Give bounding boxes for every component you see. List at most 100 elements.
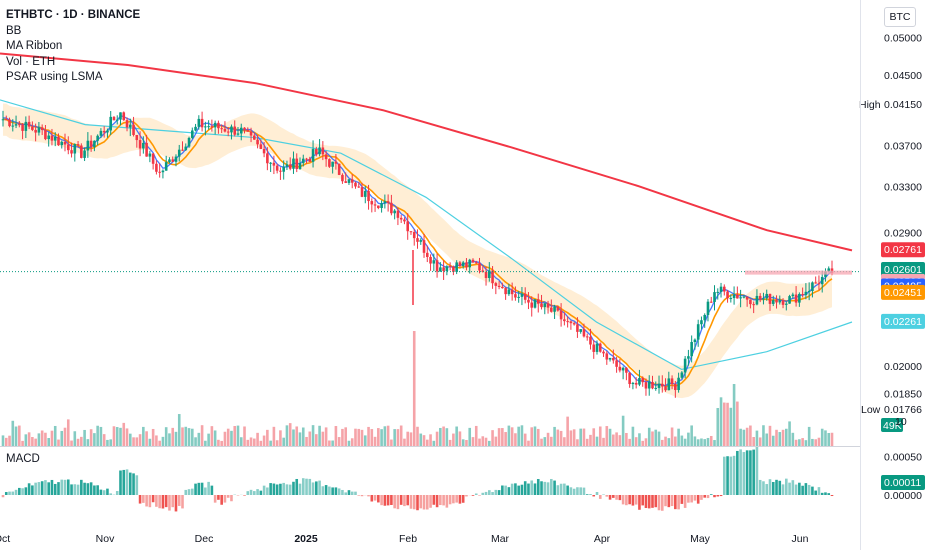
macd-bar xyxy=(586,494,589,495)
volume-bar xyxy=(521,425,524,446)
volume-bar xyxy=(207,434,210,446)
macd-bar xyxy=(749,450,752,495)
volume-bar xyxy=(455,427,458,446)
volume-bar xyxy=(194,437,197,446)
volume-bar xyxy=(122,423,125,446)
candle-body xyxy=(530,303,533,308)
candle-body xyxy=(132,125,135,135)
candle-body xyxy=(103,131,106,133)
indicator-ma-ribbon[interactable]: MA Ribbon xyxy=(6,39,140,55)
candle-body xyxy=(739,297,742,298)
candle-body xyxy=(100,131,103,136)
price-label-ma-100-text: 0.02261 xyxy=(884,316,922,328)
macd-bar xyxy=(322,486,325,495)
candle-body xyxy=(638,378,641,385)
candle-body xyxy=(406,221,409,231)
candle-body xyxy=(619,367,622,371)
volume-bar xyxy=(537,429,540,446)
volume-bar xyxy=(700,438,703,446)
volume-bar xyxy=(119,428,122,446)
symbol-title[interactable]: ETHBTC · 1D · BINANCE xyxy=(6,8,140,24)
macd-bar xyxy=(276,484,279,495)
macd-title[interactable]: MACD xyxy=(6,453,40,465)
macd-value-text: 0.00011 xyxy=(884,477,921,489)
candle-body xyxy=(716,292,719,293)
candle-body xyxy=(792,295,795,297)
macd-bar xyxy=(403,495,406,506)
candle-body xyxy=(361,187,364,197)
macd-bar xyxy=(707,495,710,498)
candle-body xyxy=(77,144,80,145)
macd-bar xyxy=(305,479,308,495)
macd-bar xyxy=(756,446,759,495)
volume-bar xyxy=(491,430,494,446)
candle-body xyxy=(413,232,416,238)
candle-body xyxy=(217,123,220,128)
candle-body xyxy=(305,159,308,160)
candle-body xyxy=(818,283,821,284)
candle-body xyxy=(641,378,644,382)
volume-bar xyxy=(723,403,726,446)
candle-body xyxy=(622,368,625,371)
volume-bar xyxy=(720,397,723,446)
volume-bar xyxy=(628,439,631,446)
candle-body xyxy=(661,384,664,387)
macd-bar xyxy=(83,483,86,495)
macd-bar xyxy=(122,470,125,495)
macd-bar xyxy=(250,490,253,495)
volume-bar xyxy=(589,435,592,446)
volume-bar xyxy=(145,431,148,446)
candle-body xyxy=(472,260,475,263)
volume-bar xyxy=(459,431,462,446)
volume-bar xyxy=(168,433,171,446)
macd-bar xyxy=(60,480,63,495)
macd-bar xyxy=(697,495,700,504)
volume-bar xyxy=(697,439,700,446)
volume-bar xyxy=(237,426,240,446)
indicator-psar[interactable]: PSAR using LSMA xyxy=(6,70,140,86)
currency-badge[interactable]: BTC xyxy=(884,7,916,27)
macd-bar xyxy=(775,480,778,495)
macd-bar xyxy=(227,495,230,498)
volume-bar xyxy=(746,428,749,446)
candle-body xyxy=(749,300,752,305)
macd-bar xyxy=(44,480,47,495)
volume-bar xyxy=(149,439,152,446)
volume-bar xyxy=(96,426,99,446)
candle-body xyxy=(266,153,269,163)
candle-body xyxy=(377,206,380,208)
candle-body xyxy=(707,302,710,315)
candle-body xyxy=(393,211,396,214)
candle-body xyxy=(28,122,31,127)
macd-bar xyxy=(762,481,765,495)
candle-body xyxy=(230,127,233,133)
candle-body xyxy=(615,360,618,366)
candle-body xyxy=(596,344,599,352)
volume-bar xyxy=(54,426,57,446)
indicator-bb[interactable]: BB xyxy=(6,24,140,40)
candle-body xyxy=(648,382,651,389)
candle-body xyxy=(168,159,171,162)
candle-body xyxy=(227,132,230,133)
candle-body xyxy=(759,296,762,300)
macd-bar xyxy=(214,495,217,503)
macd-bar xyxy=(589,494,592,495)
volume-bar xyxy=(752,437,755,446)
macd-bar xyxy=(331,487,334,495)
volume-bar xyxy=(318,426,321,446)
macd-bar xyxy=(126,469,129,495)
macd-bar xyxy=(286,484,289,495)
volume-axis-label: 10 xyxy=(895,416,907,428)
candle-body xyxy=(573,323,576,324)
macd-bar xyxy=(178,495,181,506)
volume-bar xyxy=(472,437,475,446)
macd-bar xyxy=(579,487,582,495)
candle-body xyxy=(449,266,452,267)
pane-divider[interactable] xyxy=(0,446,860,447)
time-tick-label: Nov xyxy=(96,533,115,545)
volume-bar xyxy=(308,432,311,446)
candle-body xyxy=(537,299,540,303)
candle-body xyxy=(570,321,573,323)
indicator-volume[interactable]: Vol · ETH xyxy=(6,55,140,71)
volume-bar xyxy=(155,435,158,446)
